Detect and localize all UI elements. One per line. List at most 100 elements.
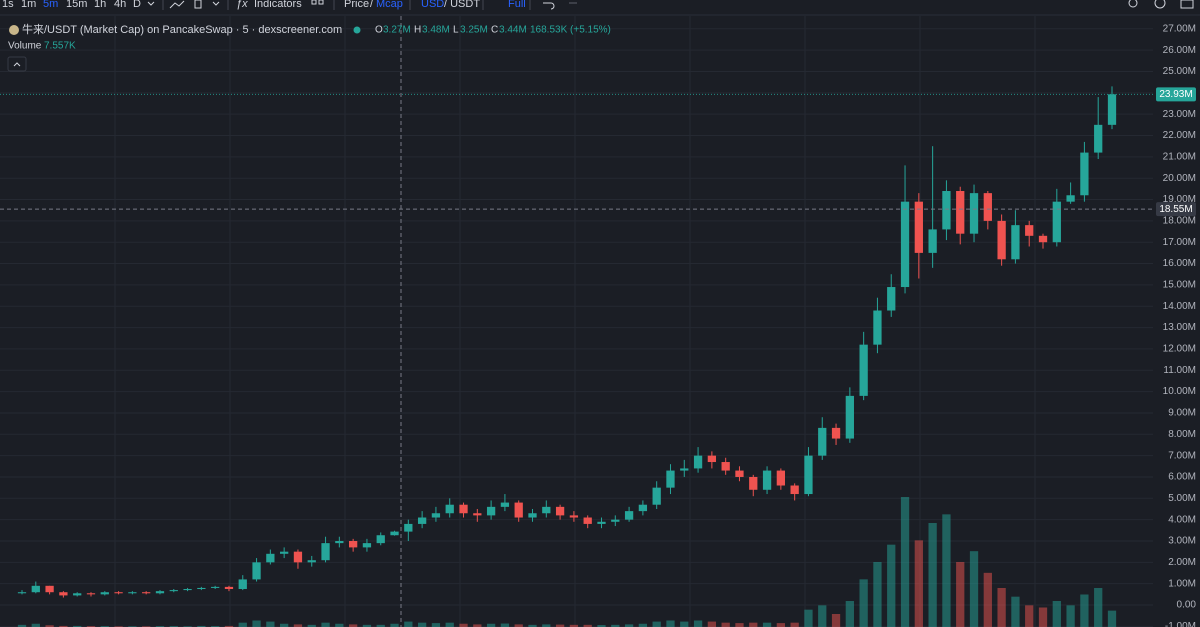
candle-body — [128, 592, 137, 594]
y-tick-label: 4.00M — [1168, 514, 1196, 525]
settings-icon[interactable] — [1154, 0, 1166, 9]
volume-bar — [293, 624, 303, 627]
candle-body — [735, 470, 744, 477]
volume-bar — [390, 623, 399, 627]
volume-bar — [473, 624, 482, 627]
legend-title: 牛来/USDT (Market Cap) on PancakeSwap · 5 … — [22, 22, 342, 36]
full-button[interactable]: Full — [508, 0, 526, 10]
candle-body — [514, 502, 523, 518]
volume-bar — [735, 623, 744, 627]
chart-type-icon[interactable] — [169, 0, 185, 9]
candle-body — [887, 287, 896, 311]
volume-bar — [831, 614, 841, 627]
candle-body — [528, 513, 537, 518]
candle-body — [611, 519, 620, 522]
interval-button[interactable]: 15m — [66, 0, 87, 10]
price-toggle[interactable]: Price — [344, 0, 369, 10]
candle-icon[interactable] — [194, 0, 202, 9]
candle-body — [417, 517, 427, 524]
separator-text: / — [370, 0, 374, 10]
crosshair-label: 18.55M — [1159, 204, 1192, 215]
y-tick-label: 2.00M — [1168, 557, 1196, 568]
ohlc-change: 168.53K (+5.15%) — [530, 25, 611, 36]
candle-body — [762, 470, 772, 490]
candle-body — [666, 470, 675, 488]
candle-body — [500, 502, 510, 507]
candle-body — [845, 395, 854, 439]
candle-body — [473, 513, 482, 516]
volume-bar — [969, 551, 979, 627]
usd-toggle[interactable]: USD — [421, 0, 444, 10]
interval-button[interactable]: 5m — [43, 0, 58, 10]
candle-body — [638, 504, 648, 512]
volume-bar — [376, 624, 385, 627]
candle-body — [100, 592, 109, 595]
ohlc-label: C — [491, 25, 498, 36]
y-tick-label: 12.00M — [1163, 344, 1196, 355]
usdt-toggle[interactable]: / USDT — [444, 0, 480, 10]
y-tick-label: 3.00M — [1168, 536, 1196, 547]
volume-bar — [224, 625, 234, 627]
volume-bar — [1025, 605, 1034, 627]
dropdown-icon[interactable] — [212, 1, 220, 6]
candle-body — [17, 592, 27, 594]
volume-bar — [542, 624, 551, 627]
layout-icon[interactable] — [311, 0, 317, 5]
collapse-button[interactable] — [7, 56, 27, 72]
camera-icon[interactable] — [1180, 0, 1194, 9]
candle-body — [211, 586, 220, 588]
interval-button[interactable]: 4h — [114, 0, 126, 10]
interval-button[interactable]: 1h — [94, 0, 106, 10]
volume-bar — [1066, 605, 1075, 627]
volume-bar — [666, 620, 675, 627]
interval-button[interactable]: D — [133, 0, 141, 10]
volume-bar — [956, 562, 965, 627]
candle-body — [693, 455, 703, 469]
candle-body — [928, 229, 937, 253]
volume-bar — [514, 624, 523, 627]
interval-button[interactable]: 1s — [2, 0, 14, 10]
mcap-toggle[interactable]: Mcap — [376, 0, 403, 10]
volume-bar — [818, 605, 827, 627]
candle-body — [914, 201, 923, 253]
ohlc-value: 3.44M — [499, 25, 527, 36]
dropdown-icon[interactable] — [147, 1, 155, 6]
vertical-grid — [114, 16, 1036, 627]
candle-body — [73, 593, 82, 596]
volume-bar — [611, 624, 620, 627]
y-tick-label: 17.00M — [1163, 237, 1196, 248]
volume-bar — [762, 622, 772, 627]
candle-body — [997, 220, 1006, 260]
y-tick-label: 26.00M — [1163, 45, 1196, 56]
candle-body — [624, 511, 634, 520]
interval-button[interactable]: 1m — [21, 0, 36, 10]
indicators-button[interactable]: Indicators — [254, 0, 302, 10]
y-tick-label: 27.00M — [1163, 23, 1196, 34]
volume-bar — [1052, 601, 1061, 627]
volume-bar — [528, 624, 537, 627]
y-tick-label: 25.00M — [1163, 66, 1196, 77]
undo-icon[interactable] — [543, 2, 555, 10]
fx-icon[interactable]: ƒx — [236, 0, 248, 10]
volume-bar — [238, 622, 247, 627]
volume-bar — [197, 625, 206, 627]
candle-body — [459, 504, 468, 514]
ohlc-value: 3.25M — [460, 25, 488, 36]
candle-body — [224, 586, 234, 590]
volume-bar — [459, 623, 468, 627]
volume-bar — [431, 623, 441, 627]
volume-bar — [1094, 588, 1103, 627]
candle-body — [583, 517, 592, 524]
candle-body — [983, 193, 992, 221]
volume-label: Volume — [8, 41, 42, 52]
candle-body — [969, 193, 979, 234]
volume-bar — [652, 621, 661, 627]
search-icon[interactable] — [1128, 0, 1138, 8]
candle-body — [873, 310, 882, 345]
last-price-label: 23.93M — [1159, 89, 1192, 100]
collapse-icon — [13, 62, 21, 67]
candle-body — [680, 468, 689, 471]
candle-body — [31, 585, 40, 593]
candle-body — [321, 543, 330, 561]
